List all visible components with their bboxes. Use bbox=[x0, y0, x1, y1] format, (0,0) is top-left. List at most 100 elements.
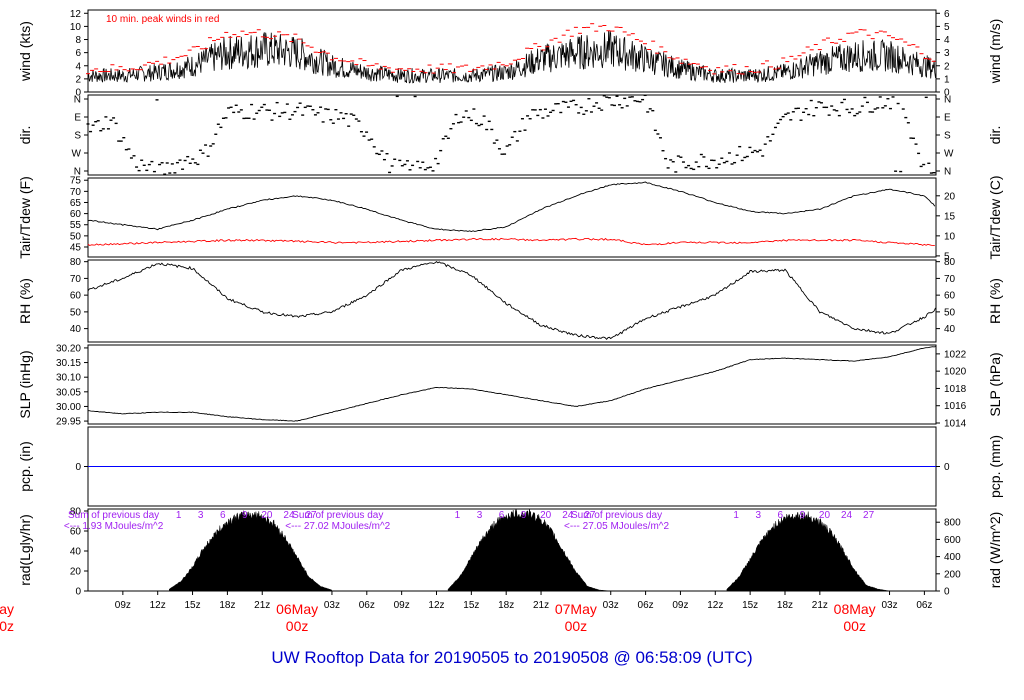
rad-hour-mark-0-3: 9 bbox=[242, 510, 248, 521]
left-tick-label-5-0: 0 bbox=[75, 462, 81, 473]
date-label-hour-1: 00z bbox=[286, 618, 309, 634]
right-tick-label-0-2: 2 bbox=[944, 61, 950, 72]
ylabel-right-6: rad (W/m^2) bbox=[987, 512, 1003, 589]
ylabel-left-4: SLP (inHg) bbox=[17, 350, 33, 418]
x-tick-label-1: 12z bbox=[150, 600, 166, 611]
slp-series-line bbox=[88, 346, 936, 422]
right-tick-label-4-2: 1018 bbox=[944, 384, 967, 395]
x-tick-label-13: 06z bbox=[638, 600, 654, 611]
rad-annotation-line2-0: <--- 1.93 MJoules/m^2 bbox=[64, 521, 164, 532]
rad-annotation-line1-1: Sum of previous day bbox=[292, 510, 383, 521]
right-tick-label-3-2: 60 bbox=[944, 291, 956, 302]
x-tick-label-3: 18z bbox=[219, 600, 235, 611]
rad-dome-2 bbox=[726, 511, 890, 592]
panel-frame-4 bbox=[87, 344, 937, 425]
left-tick-label-3-0: 40 bbox=[70, 324, 82, 335]
left-tick-label-3-2: 60 bbox=[70, 291, 82, 302]
x-tick-label-16: 15z bbox=[742, 600, 758, 611]
rad-hour-mark-0-5: 24 bbox=[283, 510, 295, 521]
left-tick-label-0-3: 6 bbox=[75, 48, 81, 59]
x-tick-label-7: 09z bbox=[394, 600, 410, 611]
right-tick-label-3-4: 80 bbox=[944, 257, 956, 268]
rad-hour-mark-1-2: 6 bbox=[499, 510, 505, 521]
x-tick-label-14: 09z bbox=[672, 600, 688, 611]
right-tick-label-2-0: 5 bbox=[944, 251, 950, 262]
left-tick-label-0-6: 12 bbox=[70, 9, 82, 20]
date-label-day-0: May bbox=[0, 601, 14, 617]
right-tick-label-6-4: 800 bbox=[944, 518, 961, 529]
right-tick-label-6-3: 600 bbox=[944, 535, 961, 546]
rad-hour-mark-2-5: 24 bbox=[841, 510, 853, 521]
rad-hour-mark-1-3: 9 bbox=[521, 510, 527, 521]
x-tick-label-11: 21z bbox=[533, 600, 549, 611]
peak-winds-note: 10 min. peak winds in red bbox=[106, 14, 219, 25]
rad-annotation-line1-0: Sum of previous day bbox=[68, 510, 159, 521]
x-tick-label-17: 18z bbox=[777, 600, 793, 611]
left-tick-label-2-6: 75 bbox=[70, 176, 82, 187]
right-tick-label-1-1: W bbox=[944, 149, 954, 160]
right-tick-label-3-0: 40 bbox=[944, 324, 956, 335]
left-tick-label-1-1: W bbox=[72, 149, 82, 160]
right-tick-label-6-1: 200 bbox=[944, 569, 961, 580]
rad-hour-mark-0-1: 3 bbox=[198, 510, 204, 521]
date-label-hour-3: 00z bbox=[843, 618, 866, 634]
left-tick-label-4-5: 30.20 bbox=[56, 343, 81, 354]
panel-frame-3 bbox=[87, 259, 937, 343]
x-tick-label-9: 15z bbox=[463, 600, 479, 611]
rad-hour-mark-2-3: 9 bbox=[800, 510, 806, 521]
panel-frame-2 bbox=[87, 177, 937, 258]
right-tick-label-1-2: S bbox=[944, 131, 951, 142]
left-tick-label-6-3: 60 bbox=[70, 527, 82, 538]
ylabel-right-1: dir. bbox=[987, 126, 1003, 145]
x-tick-label-6: 06z bbox=[359, 600, 375, 611]
right-tick-label-2-3: 20 bbox=[944, 191, 956, 202]
right-tick-label-4-0: 1014 bbox=[944, 418, 967, 429]
x-tick-label-2: 15z bbox=[184, 600, 200, 611]
left-tick-label-2-0: 45 bbox=[70, 242, 82, 253]
page-title: UW Rooftop Data for 20190505 to 20190508… bbox=[271, 648, 753, 667]
left-tick-label-2-1: 50 bbox=[70, 231, 82, 242]
right-tick-label-2-2: 15 bbox=[944, 211, 956, 222]
rad-annotation-line1-2: Sum of previous day bbox=[571, 510, 662, 521]
tdew-series-line bbox=[87, 237, 935, 247]
left-tick-label-0-5: 10 bbox=[70, 22, 82, 33]
left-tick-label-4-3: 30.10 bbox=[56, 373, 81, 384]
rh-series-line bbox=[87, 261, 936, 340]
rad-hour-mark-1-6: 27 bbox=[584, 510, 596, 521]
ylabel-left-6: rad(Lgly/hr) bbox=[17, 514, 33, 586]
rad-hour-mark-2-1: 3 bbox=[755, 510, 761, 521]
right-tick-label-6-2: 400 bbox=[944, 552, 961, 563]
x-tick-label-8: 12z bbox=[428, 600, 444, 611]
right-tick-label-5-0: 0 bbox=[944, 462, 950, 473]
rad-hour-mark-2-0: 1 bbox=[733, 510, 739, 521]
left-tick-label-4-4: 30.15 bbox=[56, 358, 81, 369]
right-tick-label-1-3: E bbox=[944, 113, 951, 124]
left-tick-label-3-1: 50 bbox=[70, 307, 82, 318]
right-tick-label-0-6: 6 bbox=[944, 9, 950, 20]
ylabel-right-3: RH (%) bbox=[987, 278, 1003, 324]
left-tick-label-4-1: 30.00 bbox=[56, 402, 81, 413]
tair-series-line bbox=[87, 181, 936, 232]
date-label-day-1: 06May bbox=[276, 601, 318, 617]
right-tick-label-4-1: 1016 bbox=[944, 401, 967, 412]
x-tick-label-10: 18z bbox=[498, 600, 514, 611]
x-tick-label-0: 09z bbox=[115, 600, 131, 611]
right-tick-label-0-4: 4 bbox=[944, 35, 950, 46]
panel-frame-0 bbox=[87, 9, 937, 93]
x-tick-label-18: 21z bbox=[812, 600, 828, 611]
rad-hour-mark-1-4: 20 bbox=[540, 510, 552, 521]
left-tick-label-0-0: 0 bbox=[75, 88, 81, 99]
right-tick-label-1-0: N bbox=[944, 167, 951, 178]
date-label-hour-0: 00z bbox=[0, 618, 14, 634]
right-tick-label-0-0: 0 bbox=[944, 88, 950, 99]
right-tick-label-0-3: 3 bbox=[944, 48, 950, 59]
left-tick-label-6-2: 40 bbox=[70, 547, 82, 558]
left-tick-label-2-4: 65 bbox=[70, 198, 82, 209]
rad-hour-mark-2-4: 20 bbox=[819, 510, 831, 521]
ylabel-right-5: pcp. (mm) bbox=[987, 435, 1003, 498]
ylabel-left-0: wind (kts) bbox=[17, 21, 33, 82]
left-tick-label-3-4: 80 bbox=[70, 257, 82, 268]
rad-hour-mark-0-0: 1 bbox=[176, 510, 182, 521]
